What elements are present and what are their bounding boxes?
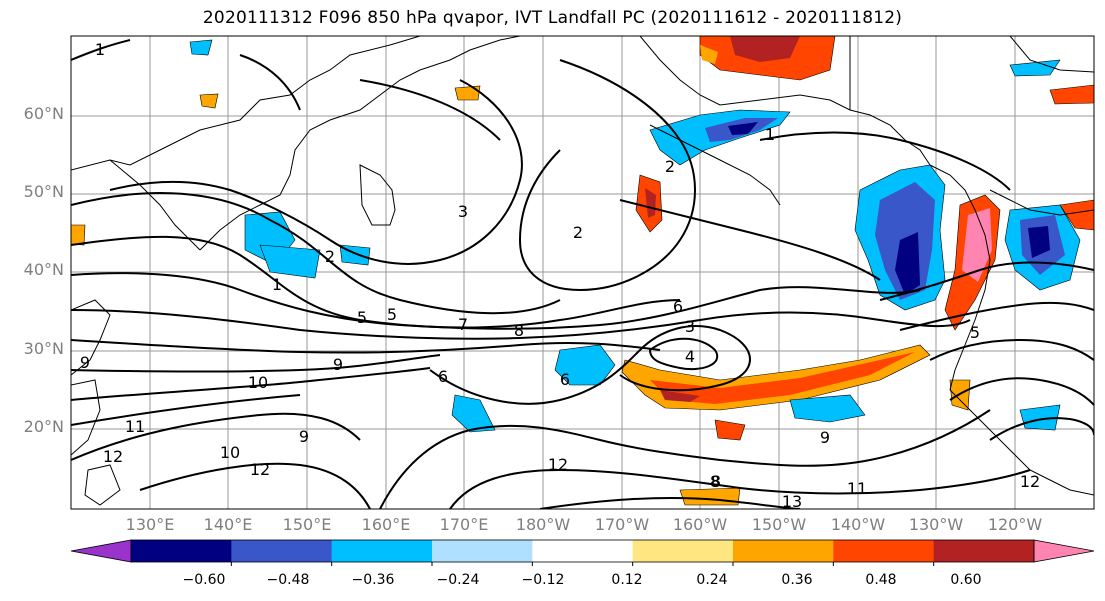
contour-label: 10 [248, 373, 268, 392]
colorbar-tick-label: −0.24 [436, 572, 480, 588]
contour-label: 8 [710, 472, 720, 491]
colorbar-extend-low [70, 539, 132, 563]
lon-label-160e: 160°E [361, 515, 411, 534]
contour-label: 9 [820, 428, 830, 447]
lon-label-120w: 120°W [987, 515, 1043, 534]
contour-label: 2 [573, 223, 583, 242]
contour-label: 5 [387, 305, 397, 324]
contour-label: 13 [782, 492, 802, 511]
colorbar-bin [833, 540, 935, 562]
colorbar-tick-label: −0.60 [182, 572, 226, 588]
colorbar-bin [733, 540, 834, 562]
lon-label-140e: 140°E [203, 515, 253, 534]
colorbar-tick-label: 0.48 [865, 572, 897, 588]
contour-label: 6 [438, 367, 448, 386]
lon-label-180w: 180°W [515, 515, 571, 534]
lat-label-50n: 50°N [23, 182, 64, 201]
contour-label: 2 [665, 157, 675, 176]
contour-label: 1 [272, 275, 282, 294]
contour-label: 5 [357, 308, 367, 327]
colorbar-bin [632, 540, 734, 562]
contour-label: 1 [95, 40, 105, 59]
contour-label: 9 [333, 355, 343, 374]
lon-label-150w: 150°W [751, 515, 807, 534]
colorbar-tick-label: −0.36 [351, 572, 395, 588]
contour-label: 2 [325, 247, 335, 266]
lon-label-150e: 150°E [282, 515, 332, 534]
colorbar-tick-label: 0.36 [781, 572, 813, 588]
contour-label: 9 [299, 427, 309, 446]
contour-label: 5 [970, 323, 980, 342]
colorbar-bin [231, 540, 333, 562]
colorbar-tick-label: 0.60 [950, 572, 982, 588]
contour-label: 9 [80, 353, 90, 372]
colorbar-bin [331, 540, 433, 562]
colorbar-frame [130, 539, 1035, 563]
contour-label: 12 [103, 447, 123, 466]
colorbar-tick-label: −0.48 [266, 572, 310, 588]
contour-label: 12 [548, 455, 568, 474]
lat-label-20n: 20°N [23, 417, 64, 436]
lon-label-130e: 130°E [125, 515, 175, 534]
contour-lines [71, 39, 1094, 509]
colorbar-bin [532, 540, 634, 562]
graticule [71, 36, 1094, 509]
contour-label: 1 [765, 125, 775, 144]
coastlines [71, 36, 1094, 506]
contour-label: 6 [673, 297, 683, 316]
contour-label: 8 [711, 472, 721, 491]
colorbar-tick-label: 0.12 [611, 572, 643, 588]
contour-label: 3 [458, 202, 468, 221]
contour-label: 11 [847, 479, 867, 498]
colorbar-bin [131, 540, 232, 562]
contour-label: 12 [250, 460, 270, 479]
contour-label: 10 [220, 443, 240, 462]
contour-label: 8 [514, 321, 524, 340]
lon-label-140w: 140°W [830, 515, 886, 534]
plot-frame [70, 35, 1095, 510]
colorbar-extend-high [1033, 539, 1095, 563]
contour-label: 4 [685, 347, 695, 366]
colorbar-bin [432, 540, 533, 562]
lat-label-60n: 60°N [23, 104, 64, 123]
lat-label-30n: 30°N [23, 339, 64, 358]
lon-label-170e: 170°E [439, 515, 489, 534]
map-title: 2020111312 F096 850 hPa qvapor, IVT Land… [202, 8, 903, 28]
lon-label-160w: 160°W [672, 515, 728, 534]
contour-label: 7 [458, 315, 468, 334]
colorbar-bin [933, 540, 1035, 562]
colorbar [70, 539, 1095, 566]
lat-label-40n: 40°N [23, 260, 64, 279]
contour-label: 6 [560, 370, 570, 389]
colorbar-tick-label: −0.12 [521, 572, 565, 588]
colorbar-tick-label: 0.24 [696, 572, 728, 588]
contour-label: 11 [125, 417, 145, 436]
contour-label: 12 [1020, 472, 1040, 491]
lon-label-130w: 130°W [908, 515, 964, 534]
lon-label-170w: 170°W [594, 515, 650, 534]
contour-label: 3 [685, 317, 695, 336]
